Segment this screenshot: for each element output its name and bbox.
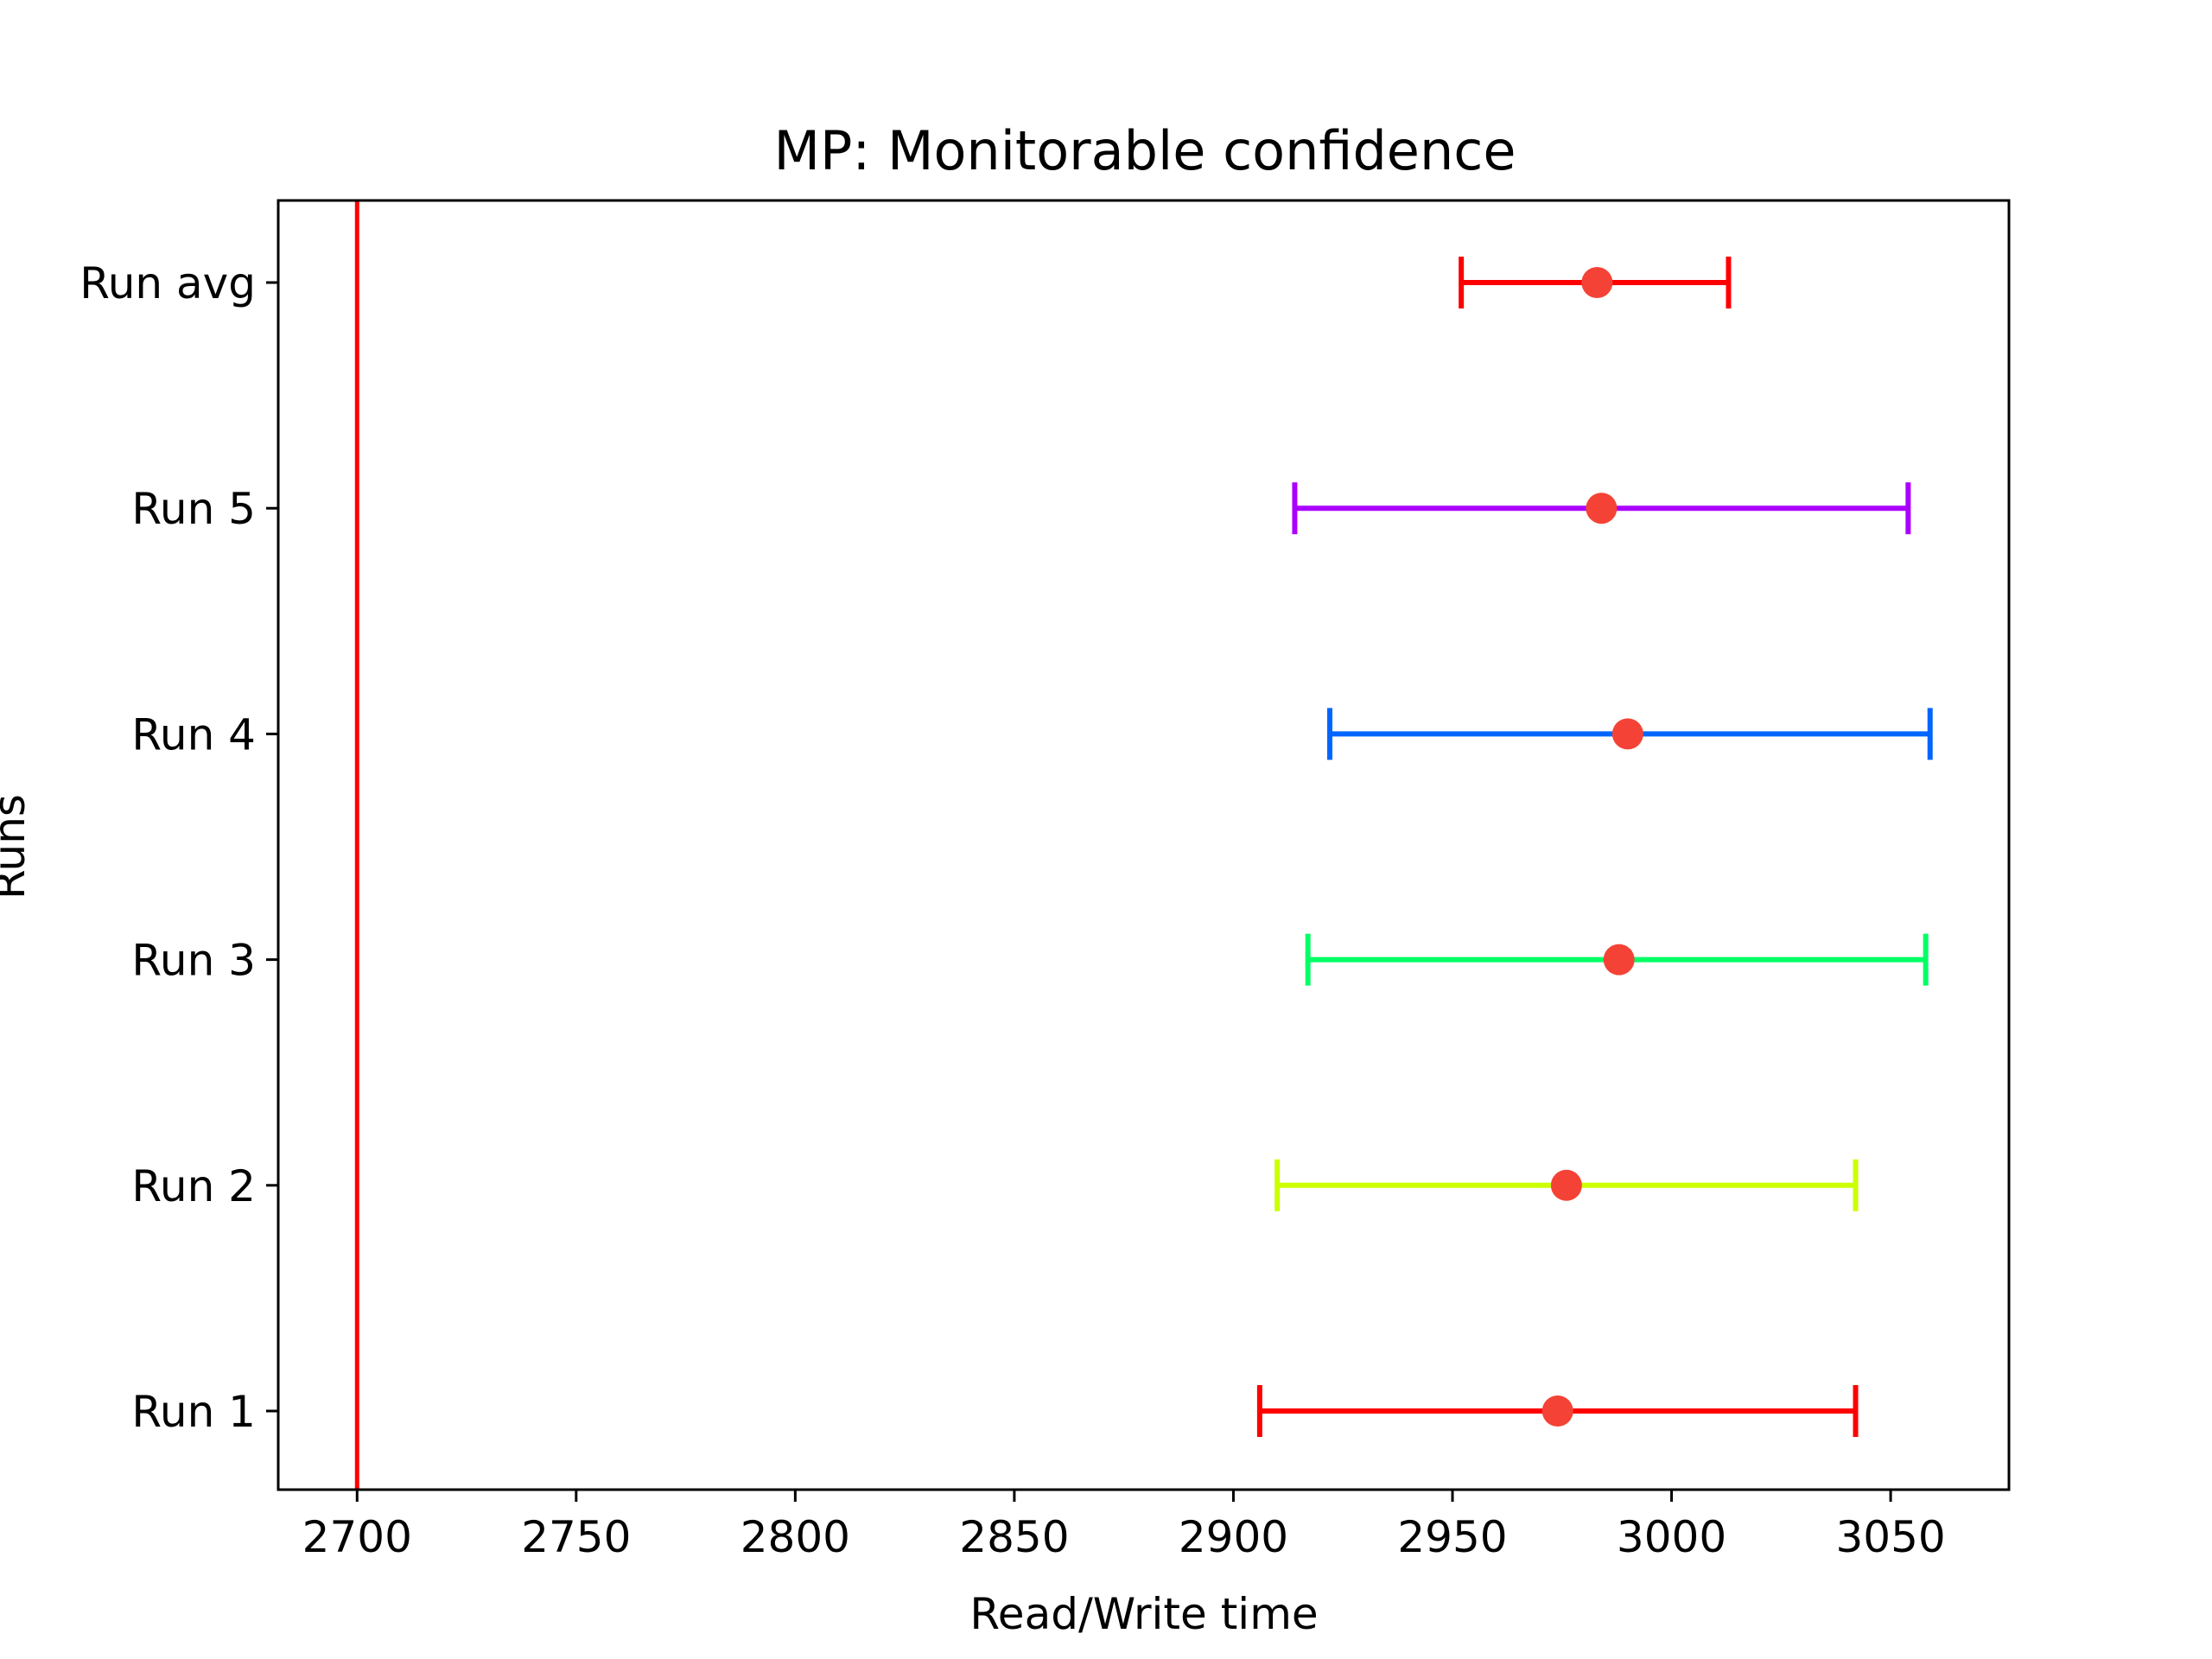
y-tick-label: Run 4 [131, 709, 256, 760]
plot-area [354, 200, 1933, 1490]
errorbar-group [1256, 1385, 1859, 1437]
x-tick-label: 2750 [521, 1512, 631, 1562]
y-tick-label: Run 1 [131, 1387, 256, 1437]
axes: 2700 2750 2800 2850 2900 2950 3000 3050 Run 1 Run… [79, 258, 1945, 1562]
data-point [1586, 493, 1618, 524]
y-axis-label: Runs [0, 794, 35, 899]
errorbar-group [1327, 708, 1933, 760]
x-tick-label: 2800 [741, 1512, 850, 1562]
y-tick-label: Run 5 [131, 484, 256, 534]
x-tick-label: 3050 [1835, 1512, 1945, 1562]
errorbar-group [1292, 482, 1911, 535]
y-tick-label: Run avg [79, 258, 256, 308]
data-point [1611, 718, 1643, 750]
data-point [1541, 1395, 1573, 1427]
x-axis-label: Read/Write time [969, 1589, 1318, 1639]
chart-title: MP: Monitorable confidence [774, 119, 1516, 182]
x-tick-label: 2900 [1179, 1512, 1288, 1562]
x-tick-label: 2700 [302, 1512, 412, 1562]
data-point [1550, 1169, 1582, 1201]
x-tick-label: 2950 [1397, 1512, 1507, 1562]
errorbar-group [1459, 257, 1732, 308]
errorbar-group [1305, 933, 1929, 986]
y-tick-label: Run 2 [131, 1161, 256, 1211]
data-point [1603, 944, 1635, 976]
y-tick-label: Run 3 [131, 936, 256, 986]
plot-frame [276, 199, 2011, 1491]
x-tick-label: 2850 [959, 1512, 1069, 1562]
errorbar-group [1274, 1159, 1859, 1211]
x-tick-label: 3000 [1617, 1512, 1726, 1562]
data-point [1581, 267, 1613, 298]
